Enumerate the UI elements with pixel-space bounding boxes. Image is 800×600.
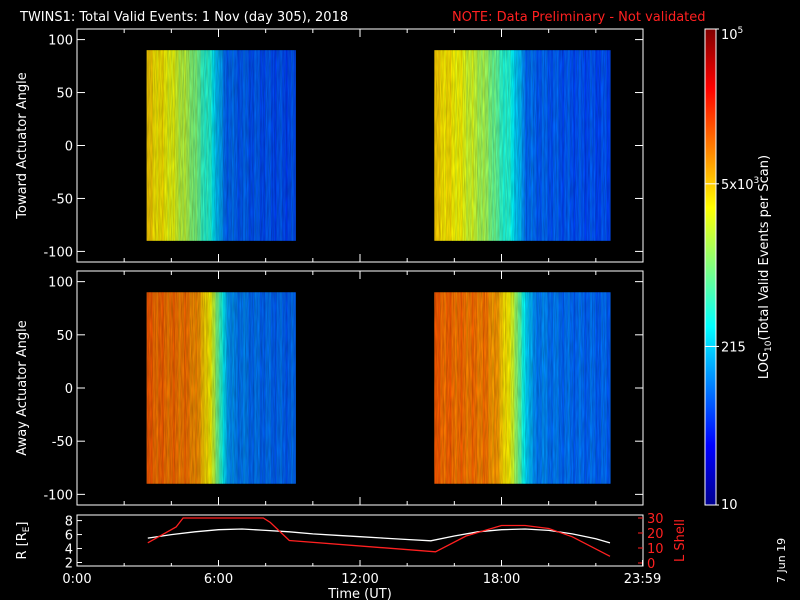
y-tick-label: -50 (52, 435, 73, 450)
colorbar-tick-label: 5x103 (721, 176, 759, 193)
right-y-axis-label: L Shell (673, 519, 688, 562)
data-block-2 (434, 50, 611, 241)
x-tick-label: 0:00 (62, 572, 91, 587)
heat-column (294, 292, 296, 484)
left-y-tick-label: 6 (65, 529, 73, 544)
y-tick-label: -100 (43, 488, 73, 503)
data-block-2 (434, 292, 611, 484)
x-tick-label: 23:59 (624, 572, 661, 587)
heat-texture (146, 292, 296, 484)
colorbar-tick-label: 10 (721, 498, 738, 513)
x-axis-label: Time (UT) (327, 587, 392, 600)
heat-texture (146, 50, 296, 241)
y-tick-label: 50 (56, 87, 73, 102)
right-y-tick-label: 20 (647, 527, 664, 542)
colorbar-label: LOG10(Total Valid Events per Scan) (757, 155, 774, 379)
colorbar-tick-label: 215 (721, 340, 746, 355)
colorbar-gradient (705, 29, 716, 505)
x-tick-label: 12:00 (341, 572, 378, 587)
y-axis-label: Toward Actuator Angle (15, 72, 30, 219)
toward-panel: 100 50 0 -50 -100 Toward Actuator Angle (15, 28, 644, 263)
y-tick-label: 0 (65, 140, 73, 155)
colorbar-tick-label: 105 (721, 26, 743, 43)
heat-texture (434, 50, 610, 241)
y-tick-label: 0 (65, 382, 73, 397)
data-block-1 (146, 50, 296, 241)
right-y-tick-label: 0 (647, 557, 655, 572)
left-y-tick-label: 4 (65, 543, 73, 558)
x-tick-label: 18:00 (483, 572, 520, 587)
date-stamp: 7 Jun 19 (775, 538, 788, 583)
left-y-axis-label: R [RE] (15, 521, 32, 559)
y-tick-label: 100 (48, 34, 73, 49)
data-block-1 (146, 292, 296, 484)
away-panel: 100 50 0 -50 -100 Away Actuator Angle (15, 270, 644, 506)
left-y-tick-label: 2 (65, 557, 73, 572)
y-tick-label: -100 (43, 245, 73, 260)
right-y-tick-label: 30 (647, 512, 664, 527)
y-tick-label: -50 (52, 192, 73, 207)
heat-texture (434, 292, 610, 484)
right-y-tick-label: 10 (647, 542, 664, 557)
y-axis-label: Away Actuator Angle (15, 320, 30, 455)
x-tick-label: 6:00 (204, 572, 233, 587)
colorbar: 10 215 5x103 105 LOG10(Total Valid Events pe… (704, 26, 774, 513)
lshell-series-line (147, 517, 611, 557)
left-y-tick-label: 8 (65, 515, 73, 530)
preliminary-note: NOTE: Data Preliminary - Not validated (452, 10, 706, 25)
orbit-plot-area (77, 515, 643, 566)
heat-column (294, 50, 296, 241)
r-series-line (147, 528, 611, 544)
y-tick-label: 50 (56, 329, 73, 344)
y-tick-label: 100 (48, 276, 73, 291)
figure-title: TWINS1: Total Valid Events: 1 Nov (day 3… (19, 10, 348, 25)
